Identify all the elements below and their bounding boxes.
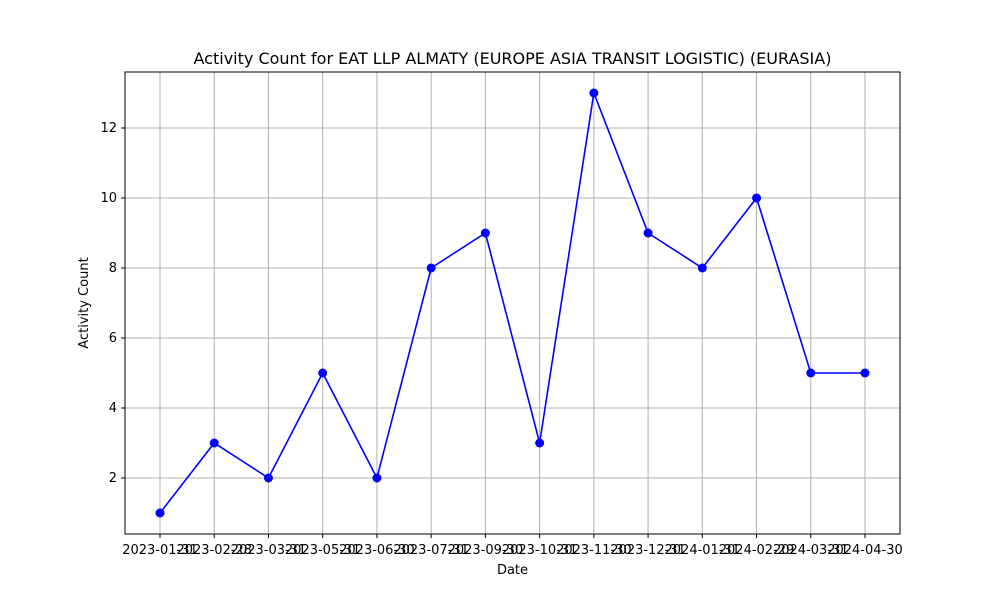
x-tick-label: 2023-05-31 — [285, 543, 361, 558]
data-point — [752, 193, 762, 203]
data-point — [426, 263, 436, 273]
series-layer — [155, 88, 870, 518]
x-tick-label: 2023-02-28 — [176, 543, 252, 558]
data-point — [155, 508, 165, 518]
data-point — [697, 263, 707, 273]
data-point — [589, 88, 599, 98]
y-tick-label: 10 — [100, 191, 117, 206]
data-point — [372, 473, 382, 483]
x-tick-label: 2023-10-31 — [502, 543, 578, 558]
x-tick-label: 2024-03-31 — [773, 543, 849, 558]
y-tick-label: 2 — [109, 471, 117, 486]
x-tick-label: 2023-01-31 — [122, 543, 198, 558]
data-point — [806, 368, 816, 378]
data-point — [263, 473, 273, 483]
x-tick-label: 2024-02-29 — [719, 543, 795, 558]
grid-layer — [125, 72, 900, 534]
data-point — [209, 438, 219, 448]
y-axis-label: Activity Count — [77, 257, 92, 348]
x-tick-label: 2024-04-30 — [827, 543, 903, 558]
x-tick-label: 2023-06-30 — [339, 543, 415, 558]
y-tick-label: 12 — [100, 121, 117, 136]
data-point — [643, 228, 653, 238]
data-point — [480, 228, 490, 238]
y-axis-ticks: 2 4 6 8 10 12 — [100, 121, 125, 486]
chart-title: Activity Count for EAT LLP ALMATY (EUROP… — [194, 49, 832, 68]
x-axis-ticks: 2023-01-312023-02-282023-03-312023-05-31… — [122, 534, 903, 558]
x-axis-label: Date — [497, 563, 528, 578]
y-tick-label: 6 — [109, 331, 117, 346]
plot-area-frame — [124, 71, 901, 535]
data-point — [860, 368, 870, 378]
y-tick-label: 4 — [109, 401, 117, 416]
x-tick-label: 2023-07-31 — [393, 543, 469, 558]
x-tick-label: 2023-12-31 — [610, 543, 686, 558]
data-point — [318, 368, 328, 378]
x-tick-label: 2023-11-30 — [556, 543, 632, 558]
y-tick-label: 8 — [109, 261, 117, 276]
x-tick-label: 2024-01-31 — [665, 543, 741, 558]
series-line — [159, 89, 865, 514]
data-point — [535, 438, 545, 448]
x-tick-label: 2023-03-31 — [231, 543, 307, 558]
x-tick-label: 2023-09-30 — [448, 543, 524, 558]
